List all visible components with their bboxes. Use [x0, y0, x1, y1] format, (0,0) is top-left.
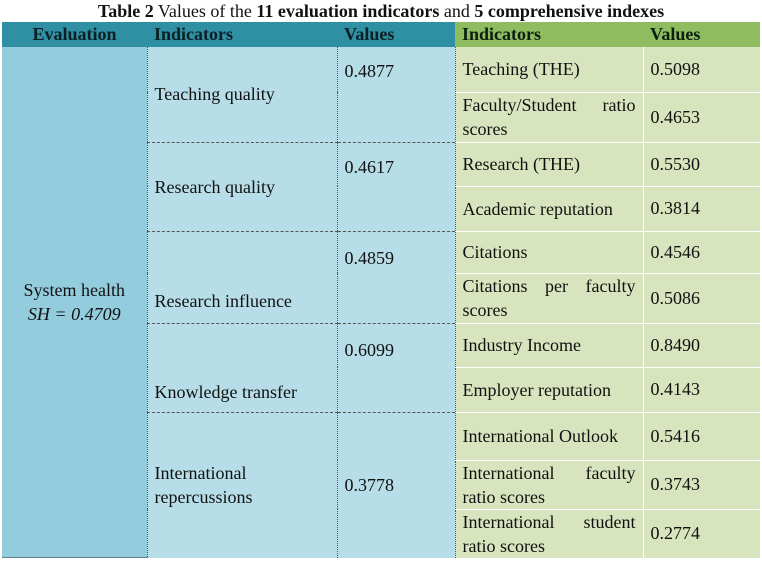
- sub-indicator: International student ratio scores: [454, 509, 643, 558]
- sub-value: 0.5086: [642, 273, 760, 324]
- indicator-cell: Research influence: [147, 231, 337, 324]
- indicator-value: 0.4859: [336, 231, 455, 324]
- header-evaluation: Evaluation: [2, 22, 147, 47]
- table-row: Faculty/Student ratio scores 0.4653: [2, 92, 760, 143]
- header-sub-values: Values: [643, 22, 760, 47]
- indicator-name: International repercussions: [154, 463, 253, 507]
- evaluation-line2: SH = 0.4709: [27, 304, 121, 324]
- indicator-name: Teaching quality: [154, 84, 275, 105]
- header-values: Values: [337, 22, 455, 47]
- sub-indicator: International Outlook: [454, 412, 643, 461]
- indicator-name: Research quality: [154, 176, 275, 197]
- indicator-cell: Teaching quality: [147, 47, 337, 143]
- table-row: Citations per faculty scores 0.5086: [2, 273, 760, 324]
- sub-value: 0.4546: [642, 231, 760, 274]
- table-row: Employer reputation 0.4143: [2, 367, 760, 413]
- sub-value: 0.4143: [642, 367, 760, 413]
- table-row: Research quality 0.4617 Research (THE) 0…: [2, 142, 760, 232]
- caption-label: Table 2: [97, 1, 154, 21]
- sub-indicator: Employer reputation: [454, 367, 643, 413]
- sub-value: 0.2774: [642, 509, 760, 558]
- caption-bold2: 5 comprehensive indexes: [474, 1, 665, 21]
- indicator-name: Research influence: [154, 290, 292, 311]
- table-row: Research influence 0.4859 Citations 0.45…: [2, 231, 760, 324]
- caption-part2: and: [439, 1, 475, 21]
- table-row: International repercussions 0.3778 Inter…: [2, 412, 760, 558]
- table-row: Knowledge transfer 0.6099 Industry Incom…: [2, 323, 760, 413]
- indicator-cell: International repercussions: [147, 412, 337, 558]
- indicator-cell: Research quality: [147, 142, 337, 232]
- indicator-cell: Knowledge transfer: [147, 323, 337, 413]
- sub-value: 0.4653: [642, 92, 760, 143]
- sub-value: 0.3743: [642, 460, 760, 510]
- sub-value: 0.5098: [642, 47, 760, 93]
- sub-indicator: Industry Income: [454, 323, 643, 368]
- evaluation-line1: System health: [23, 280, 126, 300]
- sub-indicator: International faculty ratio scores: [454, 460, 643, 510]
- table-caption: Table 2 Values of the 11 evaluation indi…: [0, 0, 762, 22]
- header-sub-indicators: Indicators: [455, 22, 643, 47]
- indicator-value: 0.6099: [336, 323, 455, 413]
- sub-value: 0.8490: [642, 323, 760, 368]
- table-row: System health SH = 0.4709 Teaching quali…: [2, 47, 760, 558]
- table-header-row: Evaluation Indicators Values Indicators …: [2, 22, 760, 47]
- table-row: Academic reputation 0.3814: [2, 186, 760, 232]
- indicator-table: Evaluation Indicators Values Indicators …: [2, 22, 760, 558]
- indicator-name: Knowledge transfer: [154, 381, 297, 402]
- caption-bold1: 11 evaluation indicators: [256, 1, 440, 21]
- table-row: International faculty ratio scores 0.374…: [2, 460, 760, 510]
- caption-part1: Values of the: [153, 1, 257, 21]
- evaluation-cell: System health SH = 0.4709: [2, 47, 148, 558]
- sub-indicator: Citations: [454, 231, 643, 274]
- sub-value: 0.5530: [642, 142, 760, 187]
- indicator-value: 0.4617: [336, 142, 455, 232]
- indicator-value: 0.4877: [336, 47, 455, 143]
- sub-indicator: Teaching (THE): [454, 47, 643, 93]
- sub-indicator: Research (THE): [454, 142, 643, 187]
- sub-indicator: Academic reputation: [454, 186, 643, 232]
- indicator-value: 0.3778: [336, 412, 455, 558]
- header-indicators: Indicators: [147, 22, 337, 47]
- sub-value: 0.5416: [642, 412, 760, 461]
- sub-value: 0.3814: [642, 186, 760, 232]
- sub-indicator: Faculty/Student ratio scores: [454, 92, 643, 143]
- table-row: International student ratio scores 0.277…: [2, 509, 760, 558]
- sub-indicator: Citations per faculty scores: [454, 273, 643, 324]
